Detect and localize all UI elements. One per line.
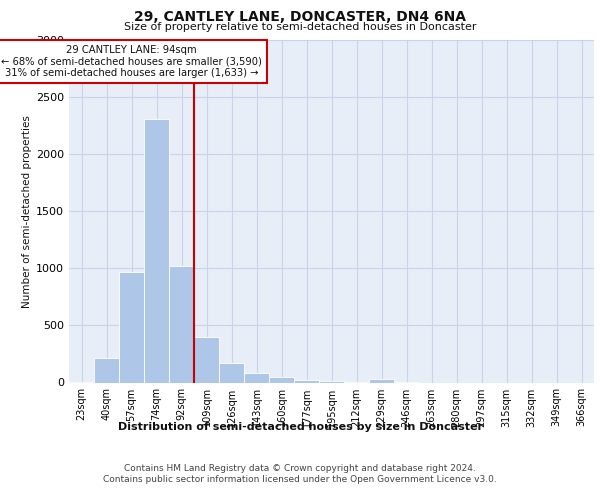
Bar	[94, 358, 119, 382]
Text: 29 CANTLEY LANE: 94sqm
← 68% of semi-detached houses are smaller (3,590)
31% of : 29 CANTLEY LANE: 94sqm ← 68% of semi-det…	[1, 44, 262, 78]
Text: 29, CANTLEY LANE, DONCASTER, DN4 6NA: 29, CANTLEY LANE, DONCASTER, DN4 6NA	[134, 10, 466, 24]
Text: Distribution of semi-detached houses by size in Doncaster: Distribution of semi-detached houses by …	[118, 422, 482, 432]
Text: Contains HM Land Registry data © Crown copyright and database right 2024.: Contains HM Land Registry data © Crown c…	[124, 464, 476, 473]
Bar	[369, 379, 394, 382]
Y-axis label: Number of semi-detached properties: Number of semi-detached properties	[22, 115, 32, 308]
Bar	[269, 377, 294, 382]
Bar	[194, 337, 219, 382]
Text: Size of property relative to semi-detached houses in Doncaster: Size of property relative to semi-detach…	[124, 22, 476, 32]
Bar	[219, 363, 244, 382]
Bar	[169, 266, 194, 382]
Bar	[244, 374, 269, 382]
Bar	[119, 272, 144, 382]
Bar	[144, 119, 169, 382]
Bar	[294, 380, 319, 382]
Text: Contains public sector information licensed under the Open Government Licence v3: Contains public sector information licen…	[103, 475, 497, 484]
